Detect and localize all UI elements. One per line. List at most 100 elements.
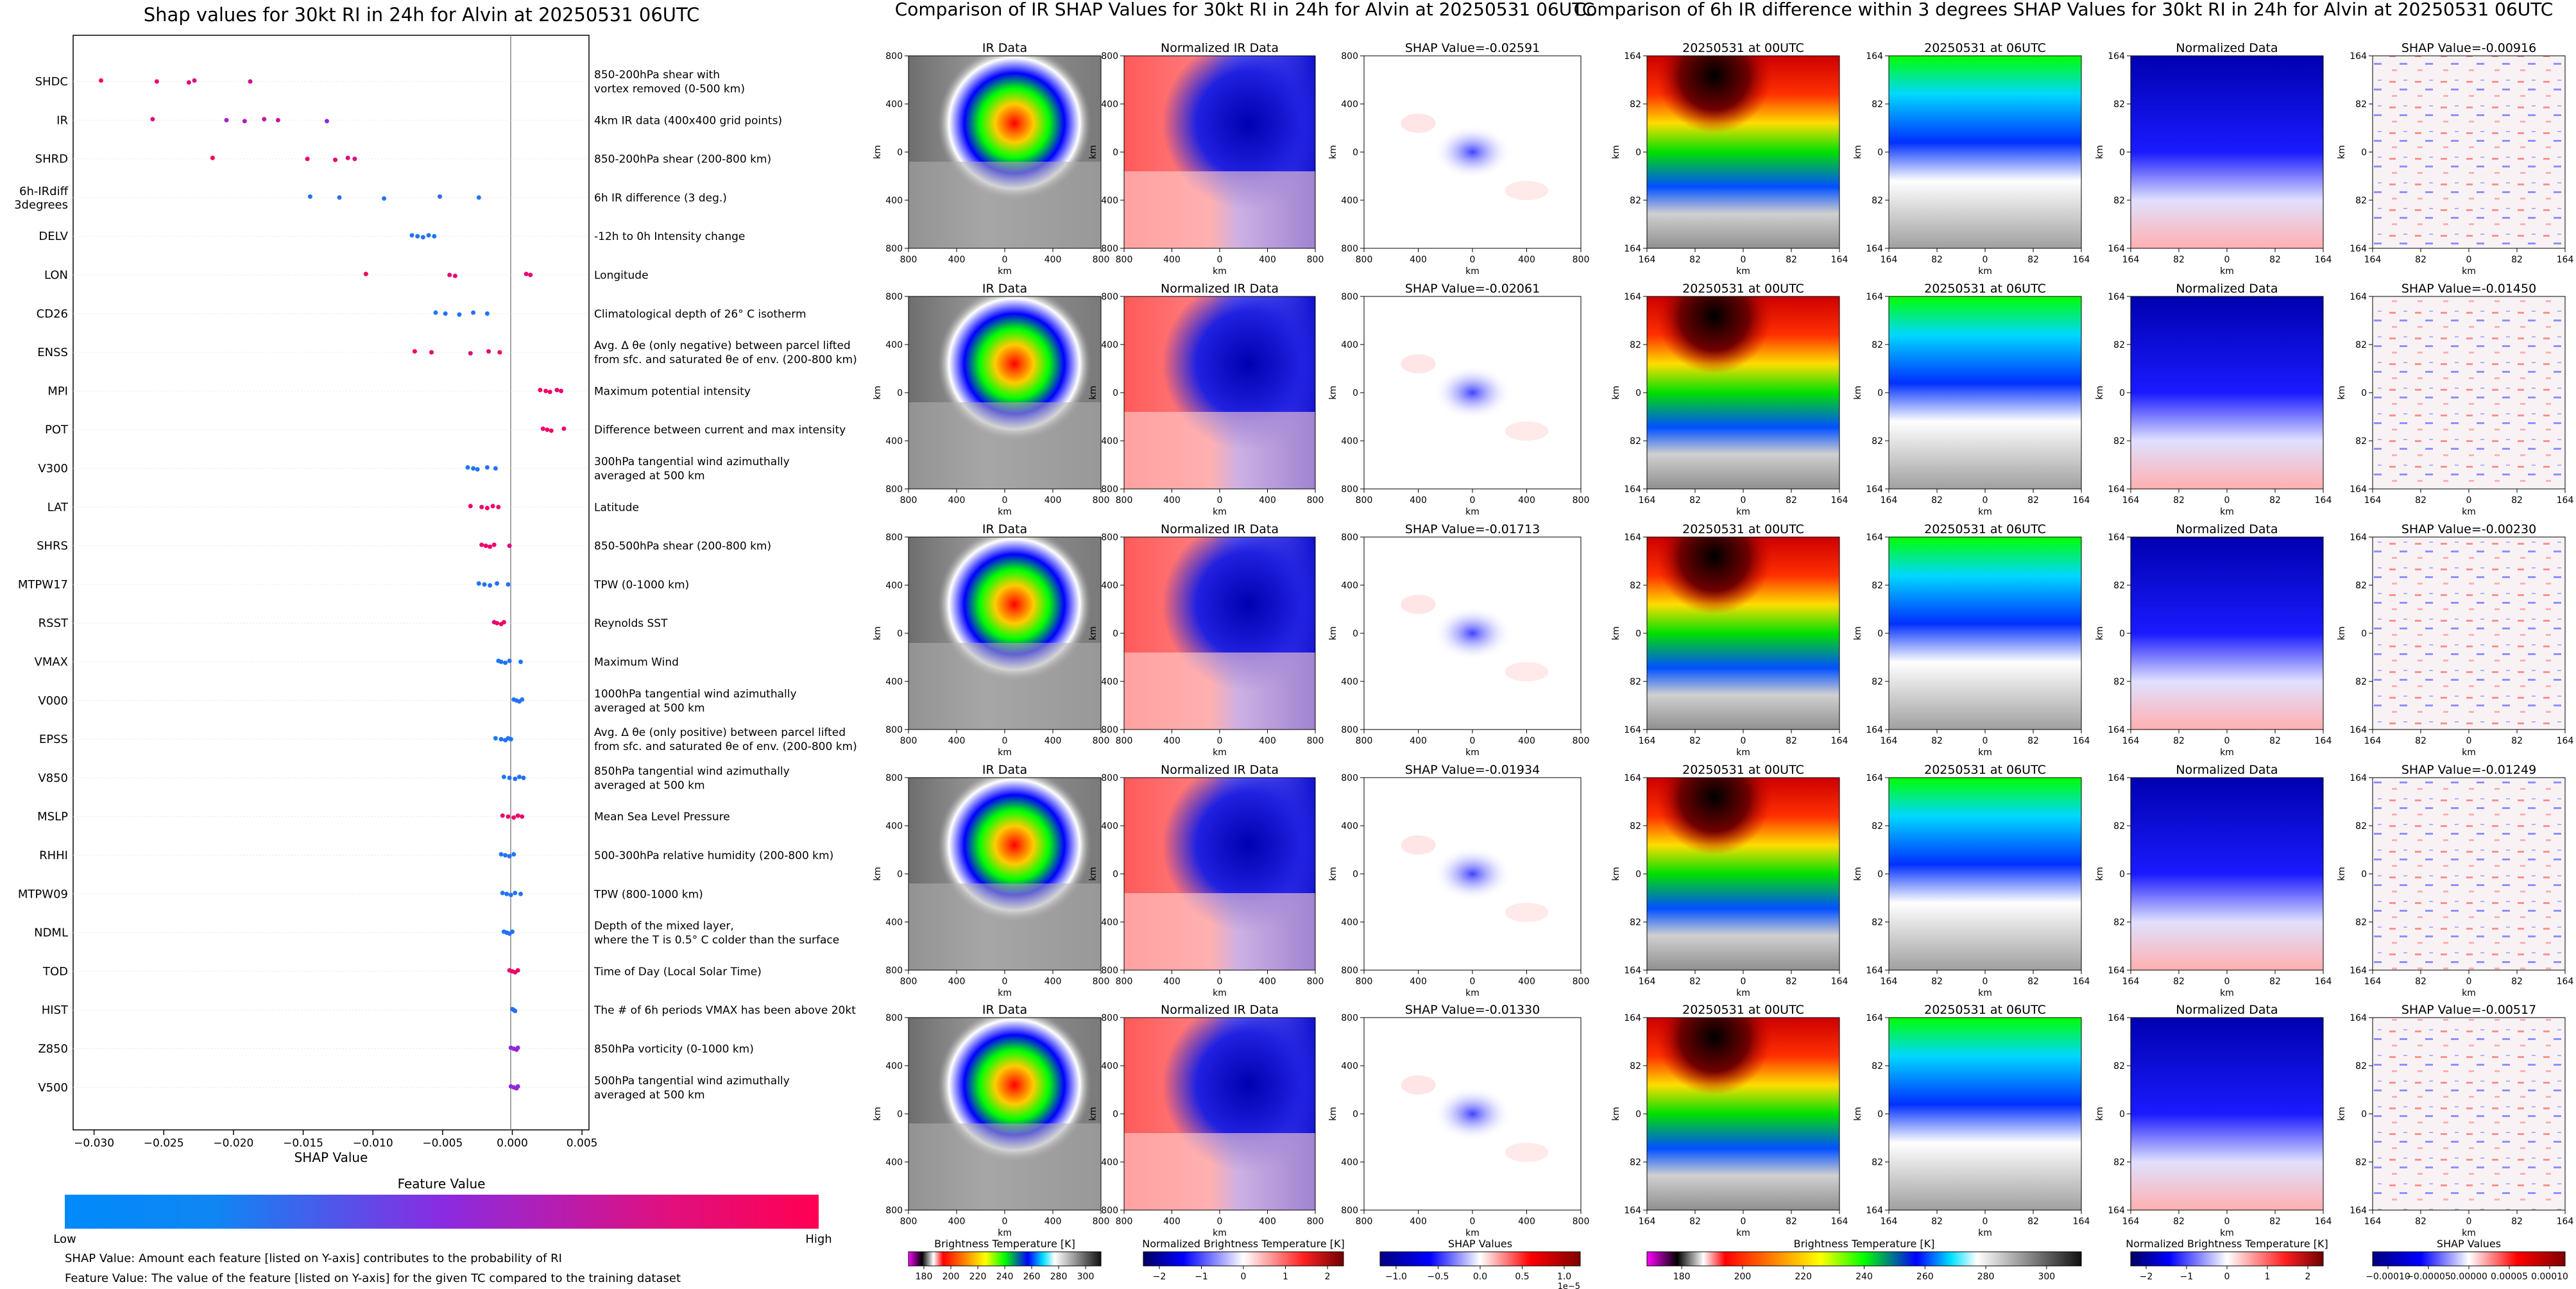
shap-point xyxy=(495,620,500,626)
y-tick-label: 82 xyxy=(1630,99,1641,110)
y-tick-label: 400 xyxy=(1101,677,1118,687)
y-tick-label: 82 xyxy=(2113,821,2125,832)
panel-image xyxy=(2131,778,2323,970)
diff-panel: 20250531 at 00UTC1641648282008282164164k… xyxy=(1611,1003,1848,1238)
y-tick-label: 400 xyxy=(1341,918,1358,928)
panel-title: 20250531 at 00UTC xyxy=(1682,41,1804,55)
x-tick-label: 0 xyxy=(2224,1216,2230,1227)
shap-blob xyxy=(1505,422,1549,441)
storm-overlay xyxy=(1647,1018,1839,1210)
x-tick-label: 164 xyxy=(1639,495,1656,506)
x-tick-label: 0 xyxy=(1470,1216,1476,1227)
y-tick-label: 82 xyxy=(2113,1061,2125,1071)
shap-point xyxy=(507,658,512,663)
feature-description: Latitude xyxy=(594,501,639,514)
x-tick-label: 0 xyxy=(2466,1216,2472,1227)
diff-panel: Normalized Data1641648282008282164164kmk… xyxy=(2095,522,2332,758)
shap-point xyxy=(547,389,552,395)
x-tick-label: 400 xyxy=(1163,255,1181,265)
y-tick-label: 164 xyxy=(2350,1013,2367,1023)
x-tick-label: 164 xyxy=(2557,977,2574,987)
x-tick-label: 800 xyxy=(900,255,917,265)
y-tick-label: 164 xyxy=(2108,533,2125,543)
colorbar-label: Normalized Brightness Temperature [K] xyxy=(2126,1238,2328,1250)
x-tick-label: 0 xyxy=(1741,255,1746,265)
panel-title: SHAP Value=-0.00517 xyxy=(2401,1003,2536,1017)
panel-title: SHAP Value=-0.01934 xyxy=(1405,763,1540,777)
shap-blob xyxy=(1433,125,1512,179)
colorbar-tick-label: 240 xyxy=(1855,1272,1873,1282)
diff-panel: Normalized Data1641648282008282164164kmk… xyxy=(2095,1003,2332,1238)
colorbar-gradient xyxy=(2372,1251,2566,1267)
diff-panel: SHAP Value=-0.00230164164828200828216416… xyxy=(2337,522,2573,758)
panel-title: SHAP Value=-0.01249 xyxy=(2401,763,2536,777)
shap-blob xyxy=(1401,114,1436,133)
feature-description: Avg. Δ θe (only negative) between parcel… xyxy=(594,339,857,366)
shap-point xyxy=(499,737,504,742)
storm-overlay xyxy=(1647,778,1839,970)
shap-point xyxy=(559,388,563,393)
x-tick-label: 400 xyxy=(948,255,966,265)
x-axis-label: km xyxy=(1213,1228,1227,1238)
shap-point xyxy=(479,542,484,547)
y-tick-label: 0 xyxy=(1113,388,1118,398)
feature-description: 500-300hPa relative humidity (200-800 km… xyxy=(594,849,833,862)
y-tick-label: 0 xyxy=(2119,629,2125,639)
x-tick-label: 164 xyxy=(2315,736,2332,746)
x-tick-label: 82 xyxy=(2173,255,2185,265)
panel-image xyxy=(2131,56,2323,248)
y-axis-label: km xyxy=(2337,145,2347,159)
y-tick-label: 164 xyxy=(2108,1206,2125,1216)
shap-point xyxy=(508,737,513,742)
y-tick-label: 400 xyxy=(1341,436,1358,447)
shap-point xyxy=(516,774,522,780)
y-axis-label: km xyxy=(1088,386,1098,400)
shap-point xyxy=(186,80,191,85)
y-tick-label: 164 xyxy=(2108,1013,2125,1023)
shap-point xyxy=(476,195,481,200)
feature-label: RSST xyxy=(38,617,69,630)
x-tick-label: 82 xyxy=(2511,1216,2523,1227)
panel-image xyxy=(1889,1018,2081,1210)
x-tick-label: 400 xyxy=(1518,495,1535,506)
feature-label: MPI xyxy=(47,384,68,398)
x-tick-label: 164 xyxy=(2315,255,2332,265)
y-tick-label: 0 xyxy=(2119,148,2125,158)
x-axis-label: km xyxy=(1213,988,1227,998)
ir-panel: Normalized IR Data8008004004000040040080… xyxy=(1088,1003,1324,1238)
y-tick-label: 0 xyxy=(2119,869,2125,880)
x-tick-label: 82 xyxy=(1786,736,1797,746)
x-tick-label: 0 xyxy=(2224,977,2230,987)
shap-point xyxy=(515,1084,520,1089)
x-tick-label: 164 xyxy=(2122,1216,2140,1227)
shap-blob xyxy=(1505,903,1549,922)
x-tick-label: 800 xyxy=(1116,736,1133,746)
x-tick-label: 164 xyxy=(1831,736,1848,746)
x-tick-label: 0 xyxy=(1217,736,1223,746)
y-tick-label: 164 xyxy=(1866,966,1883,976)
x-axis-label: km xyxy=(1736,266,1750,277)
shap-point xyxy=(495,581,500,586)
x-tick-label: −0.005 xyxy=(422,1137,463,1150)
shap-point xyxy=(432,234,437,239)
x-tick-label: 0 xyxy=(1002,736,1008,746)
y-tick-label: 82 xyxy=(1630,436,1641,447)
feature-description: TPW (800-1000 km) xyxy=(593,888,703,901)
panel-image xyxy=(2373,296,2565,489)
feature-description: 1000hPa tangential wind azimuthally avera… xyxy=(594,688,797,715)
panel-title: Normalized IR Data xyxy=(1161,763,1279,777)
x-tick-label: 164 xyxy=(1639,977,1656,987)
y-axis-label: km xyxy=(873,386,883,400)
storm-overlay xyxy=(1647,296,1839,489)
ir-panel: SHAP Value=-0.01934800800400400004004008… xyxy=(1328,763,1589,998)
panel-title: SHAP Value=-0.02591 xyxy=(1405,41,1540,55)
x-tick-label: 82 xyxy=(1931,255,1943,265)
panel-title: 20250531 at 06UTC xyxy=(1924,1003,2046,1017)
panel-title: 20250531 at 00UTC xyxy=(1682,1003,1804,1017)
x-axis-label: km xyxy=(1465,266,1480,277)
colorbar-tick-label: 1 xyxy=(2265,1272,2271,1282)
y-axis-label: km xyxy=(2095,867,2105,881)
y-tick-label: 0 xyxy=(1352,388,1358,398)
storm-overlay xyxy=(1647,56,1839,248)
